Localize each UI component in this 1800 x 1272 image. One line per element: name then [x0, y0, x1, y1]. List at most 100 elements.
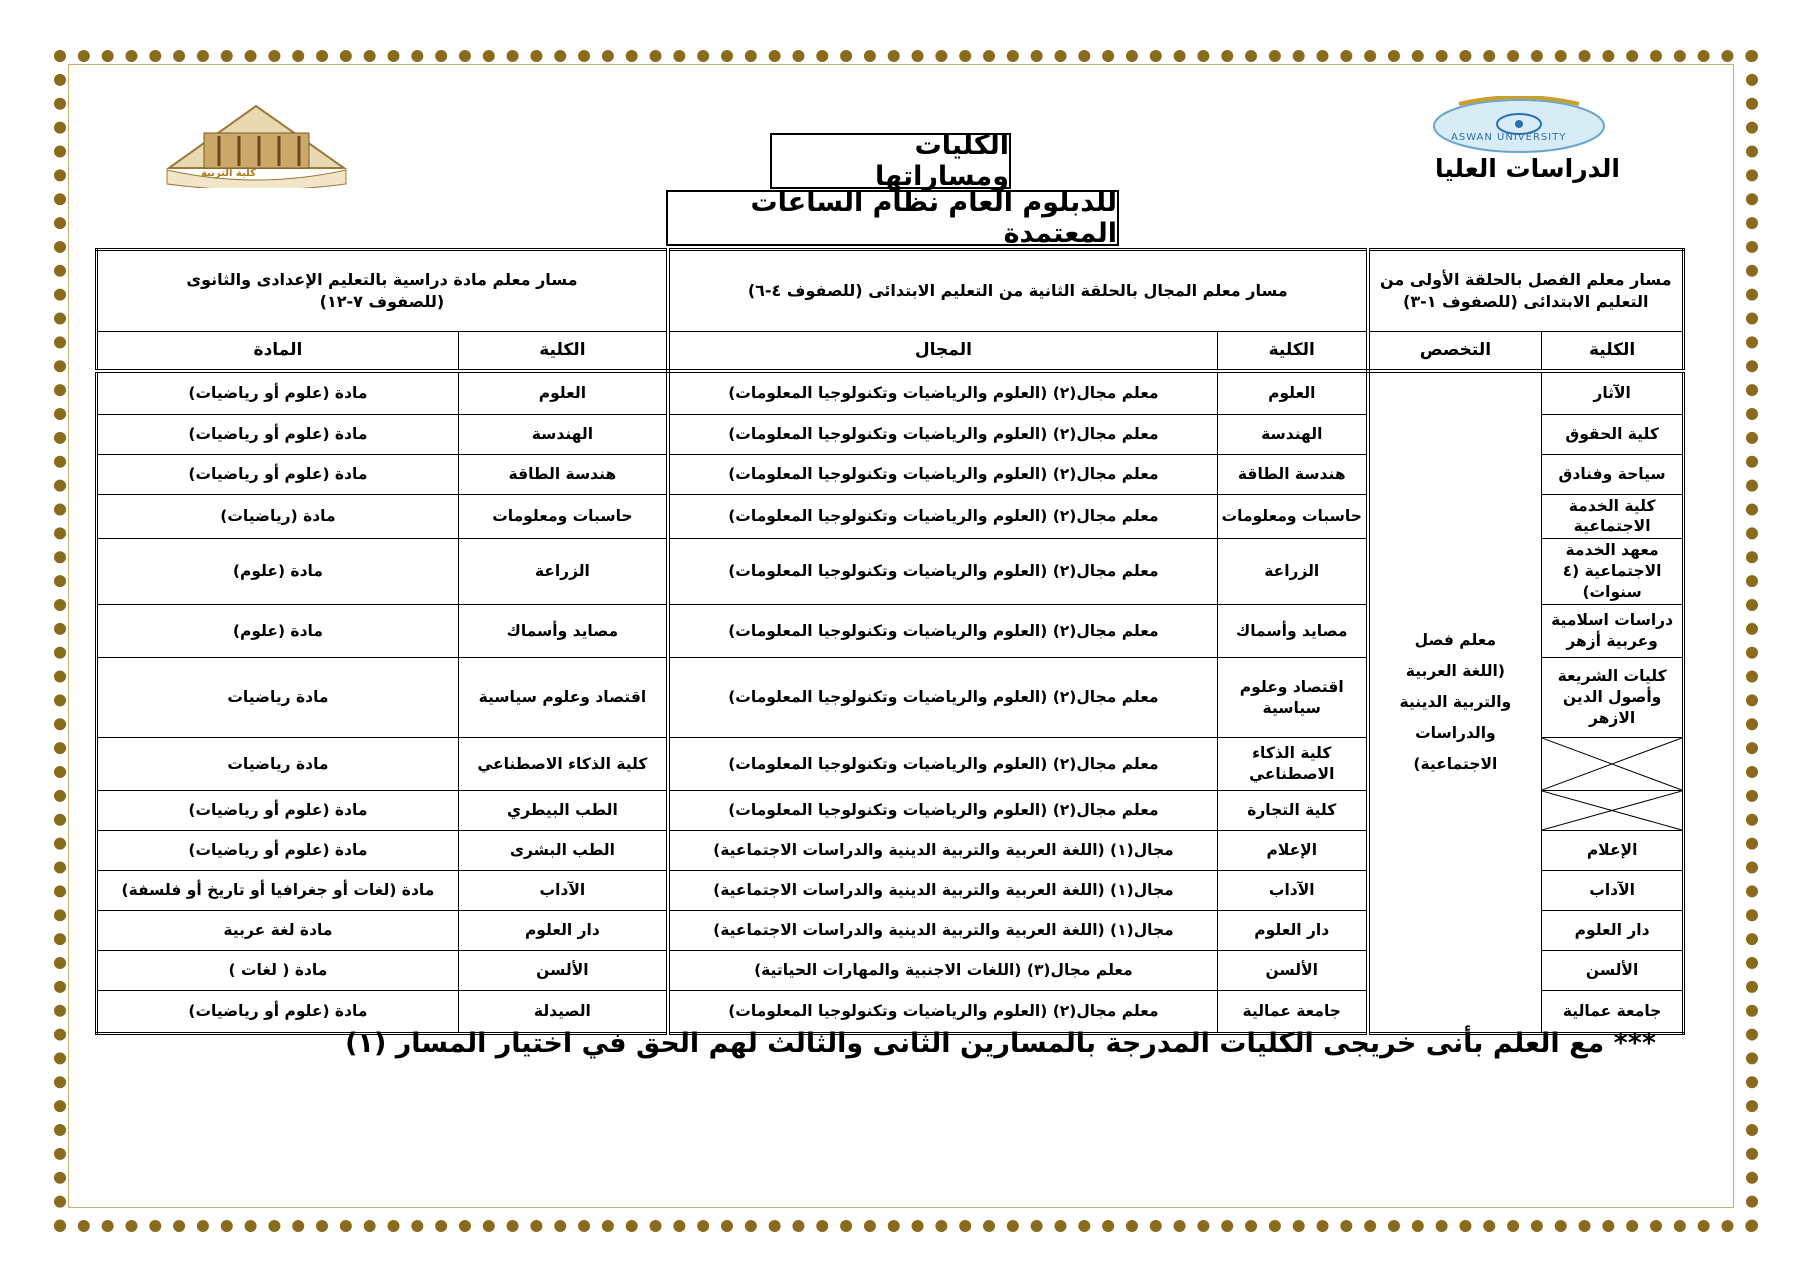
- section-title-line: مسار معلم المجال بالحلقة الثانية من التع…: [747, 281, 1288, 301]
- field-cell: مجال(١) (اللغة العربية والتربية الدينية …: [665, 910, 1218, 952]
- college-cell: الصيدلة: [457, 990, 669, 1035]
- college-cell: اقتصاد وعلوم سياسية: [457, 657, 669, 739]
- logo-graphic: [1433, 95, 1605, 153]
- field-cell: معلم مجال(٢) (العلوم والرياضيات وتكنولوج…: [665, 990, 1218, 1035]
- college-cell: حاسبات ومعلومات: [457, 493, 669, 540]
- college-cell: مصايد وأسماك: [457, 604, 669, 659]
- crossed-cell: [1541, 737, 1684, 792]
- subject-cell: مادة ( لغات ): [96, 950, 459, 992]
- section-title-line: مسار معلم مادة دراسية بالتعليم الإعدادى …: [186, 270, 578, 290]
- subject-cell: مادة (علوم): [96, 538, 459, 606]
- college-cell: الزراعة: [1216, 538, 1369, 606]
- table-row: سياحة وفنادق هندسة الطاقة معلم مجال(٢) (ال…: [96, 453, 1684, 495]
- college-cell: جامعة عمالية: [1541, 990, 1684, 1035]
- footnote: *** مع العلم بأنى خريجى الكليات المدرجة …: [345, 1028, 1656, 1059]
- field-cell: معلم مجال(٢) (العلوم والرياضيات وتكنولوج…: [665, 657, 1218, 739]
- college-cell: الزراعة: [457, 538, 669, 606]
- college-cell: هندسة الطاقة: [1216, 453, 1369, 495]
- subject-cell: مادة (رياضيات): [96, 493, 459, 540]
- college-cell: كلية الذكاء الاصطناعي: [1216, 737, 1369, 792]
- section-title-line: التعليم الابتدائى (للصفوف ١-٣): [1403, 292, 1649, 311]
- college-cell: دار العلوم: [457, 910, 669, 952]
- field-cell: مجال(١) (اللغة العربية والتربية الدينية …: [665, 830, 1218, 872]
- subject-cell: مادة (علوم أو رياضيات): [96, 453, 459, 495]
- section-title-line: (للصفوف ٧-١٢): [319, 292, 445, 311]
- table-row: الآثار معلم فصل (اللغة العربية والتربية الد…: [96, 370, 1684, 1035]
- logo-graphic: [165, 104, 348, 191]
- cross: [1542, 738, 1682, 790]
- subject-cell: مادة (علوم أو رياضيات): [96, 790, 459, 832]
- specialization-line: والتربية الدينية: [1399, 693, 1512, 712]
- college-cell: الآثار: [1541, 370, 1684, 415]
- column-header: الكلية: [1216, 331, 1369, 373]
- table-row: معهد الخدمة الاجتماعية (٤ سنوات) الزراعة م…: [96, 538, 1684, 606]
- table-row: كلية الحقوق الهندسة معلم مجال(٢) (العلوم و…: [96, 413, 1684, 455]
- specialization-line: والدراسات: [1415, 724, 1496, 743]
- field-cell: معلم مجال(٢) (العلوم والرياضيات وتكنولوج…: [665, 790, 1218, 832]
- subject-cell: مادة (علوم): [96, 604, 459, 659]
- college-cell: كلية الذكاء الاصطناعي: [457, 737, 669, 792]
- section-header: مسار معلم مادة دراسية بالتعليم الإعدادى …: [95, 249, 669, 332]
- subject-cell: مادة (علوم أو رياضيات): [96, 990, 459, 1035]
- field-cell: معلم مجال(٢) (العلوم والرياضيات وتكنولوج…: [665, 737, 1218, 792]
- college-cell: العلوم: [457, 370, 669, 415]
- table-row: الإعلام الإعلام مجال(١) (اللغة العربية وال…: [96, 830, 1684, 872]
- table-row: كلية التجارة معلم مجال(٢) (العلوم والرياض…: [96, 790, 1684, 832]
- college-cell: حاسبات ومعلومات: [1216, 493, 1369, 540]
- subject-cell: مادة (علوم أو رياضيات): [96, 370, 459, 415]
- table-row: كلية الخدمة الاجتماعية حاسبات ومعلومات معل…: [96, 493, 1684, 540]
- title: الكليات ومساراتها: [770, 130, 1011, 192]
- section-title-line: مسار معلم الفصل بالحلقة الأولى من: [1380, 270, 1672, 290]
- specialization-line: الاجتماعية): [1413, 755, 1498, 774]
- logo-text: الدراسات العليا: [1434, 154, 1620, 183]
- table-row: جامعة عمالية جامعة عمالية معلم مجال(٢) (ال…: [96, 990, 1684, 1035]
- college-cell: الآداب: [457, 870, 669, 912]
- table-row: الألسن الألسن معلم مجال(٣) (اللغات الاجنبي…: [96, 950, 1684, 992]
- section-header: مسار معلم المجال بالحلقة الثانية من التع…: [665, 249, 1369, 332]
- college-cell: دراسات اسلامية وعربية أزهر: [1541, 604, 1684, 659]
- college-cell: الطب البيطري: [457, 790, 669, 832]
- college-cell: دار العلوم: [1541, 910, 1684, 952]
- college-cell: معهد الخدمة الاجتماعية (٤ سنوات): [1541, 538, 1684, 606]
- specialization-line: (اللغة العربية: [1405, 662, 1505, 681]
- college-cell: الألسن: [1541, 950, 1684, 992]
- subtitle: للدبلوم العام نظام الساعات المعتمدة: [666, 187, 1119, 249]
- college-cell: العلوم: [1216, 370, 1369, 415]
- subject-cell: مادة لغة عربية: [96, 910, 459, 952]
- column-header-row: الكلية التخصص الكلية المجال الكلية المادة: [96, 331, 1684, 373]
- section-header-row: مسار معلم الفصل بالحلقة الأولى من التعليم…: [95, 249, 1684, 332]
- field-cell: معلم مجال(٢) (العلوم والرياضيات وتكنولوج…: [665, 604, 1218, 659]
- subject-cell: مادة رياضيات: [96, 657, 459, 739]
- cross: [1542, 791, 1682, 830]
- field-cell: مجال(١) (اللغة العربية والتربية الدينية …: [665, 870, 1218, 912]
- section-header: مسار معلم الفصل بالحلقة الأولى من التعليم…: [1365, 249, 1684, 332]
- specialization-line: معلم فصل: [1414, 631, 1497, 650]
- table-row: الآداب الآداب مجال(١) (اللغة العربية والتر…: [96, 870, 1684, 912]
- college-cell: الهندسة: [457, 413, 669, 455]
- ornament-border: [54, 50, 1758, 1232]
- college-cell: الطب البشرى: [457, 830, 669, 872]
- field-cell: معلم مجال(٢) (العلوم والرياضيات وتكنولوج…: [665, 538, 1218, 606]
- column-header: التخصص: [1365, 331, 1543, 373]
- college-cell: الآداب: [1541, 870, 1684, 912]
- subject-cell: مادة رياضيات: [96, 737, 459, 792]
- college-cell: سياحة وفنادق: [1541, 453, 1684, 495]
- college-cell: اقتصاد وعلوم سياسية: [1216, 657, 1369, 739]
- logo-caption: كلية التربية: [201, 168, 256, 179]
- college-cell: هندسة الطاقة: [457, 453, 669, 495]
- college-cell: الآداب: [1216, 870, 1369, 912]
- table-row: كليات الشريعة وأصول الدين الازهر اقتصاد و…: [96, 657, 1684, 739]
- field-cell: معلم مجال(٣) (اللغات الاجنبية والمهارات …: [665, 950, 1218, 992]
- field-cell: معلم مجال(٢) (العلوم والرياضيات وتكنولوج…: [665, 453, 1218, 495]
- column-header: الكلية: [1541, 331, 1684, 373]
- college-cell: كلية الحقوق: [1541, 413, 1684, 455]
- table-row: دراسات اسلامية وعربية أزهر مصايد وأسماك مع…: [96, 604, 1684, 659]
- inner-border: [68, 64, 1734, 1208]
- field-cell: معلم مجال(٢) (العلوم والرياضيات وتكنولوج…: [665, 493, 1218, 540]
- college-cell: مصايد وأسماك: [1216, 604, 1369, 659]
- crossed-cell: [1541, 790, 1684, 832]
- tracks-table: مسار معلم الفصل بالحلقة الأولى من التعليم…: [95, 248, 1685, 1036]
- column-header: المادة: [96, 331, 459, 373]
- logo-caption: ASWAN UNIVERSITY: [1451, 132, 1567, 143]
